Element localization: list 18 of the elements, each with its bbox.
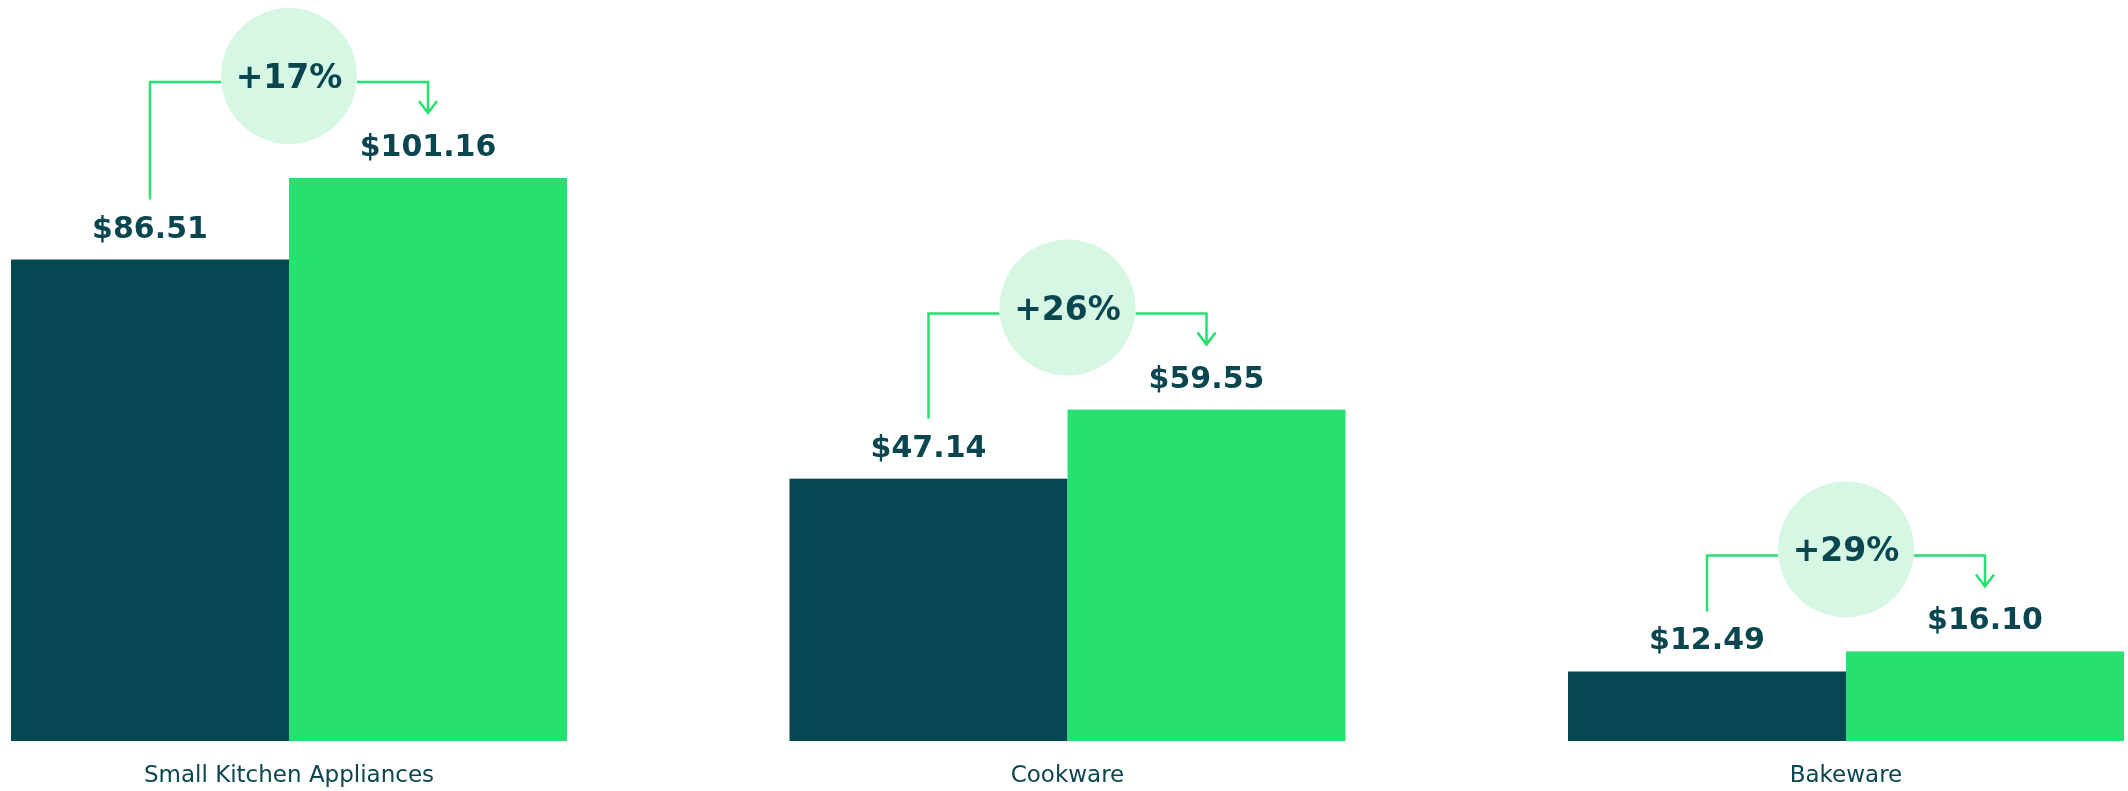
annotation: +29% xyxy=(1792,530,1900,570)
x-tick-label: Small Kitchen Appliances xyxy=(143,761,435,787)
data-label: $59.55 xyxy=(1148,359,1265,395)
bar xyxy=(289,178,567,741)
bar xyxy=(1067,409,1346,741)
bar xyxy=(1846,651,2124,741)
text: +17% xyxy=(235,57,343,96)
bar xyxy=(789,478,1068,741)
bar xyxy=(1568,671,1846,741)
annotation: +26% xyxy=(1014,288,1121,328)
data-label: $86.51 xyxy=(92,209,208,245)
data-label: $101.16 xyxy=(359,128,497,163)
x-tick-label: Cookware xyxy=(1010,761,1125,787)
data-label: $16.10 xyxy=(1927,601,2043,637)
x-tick-label: Bakeware xyxy=(1789,761,1903,787)
data-label: $47.14 xyxy=(870,428,987,464)
bar xyxy=(11,259,289,741)
data-label: $12.49 xyxy=(1649,621,1765,657)
